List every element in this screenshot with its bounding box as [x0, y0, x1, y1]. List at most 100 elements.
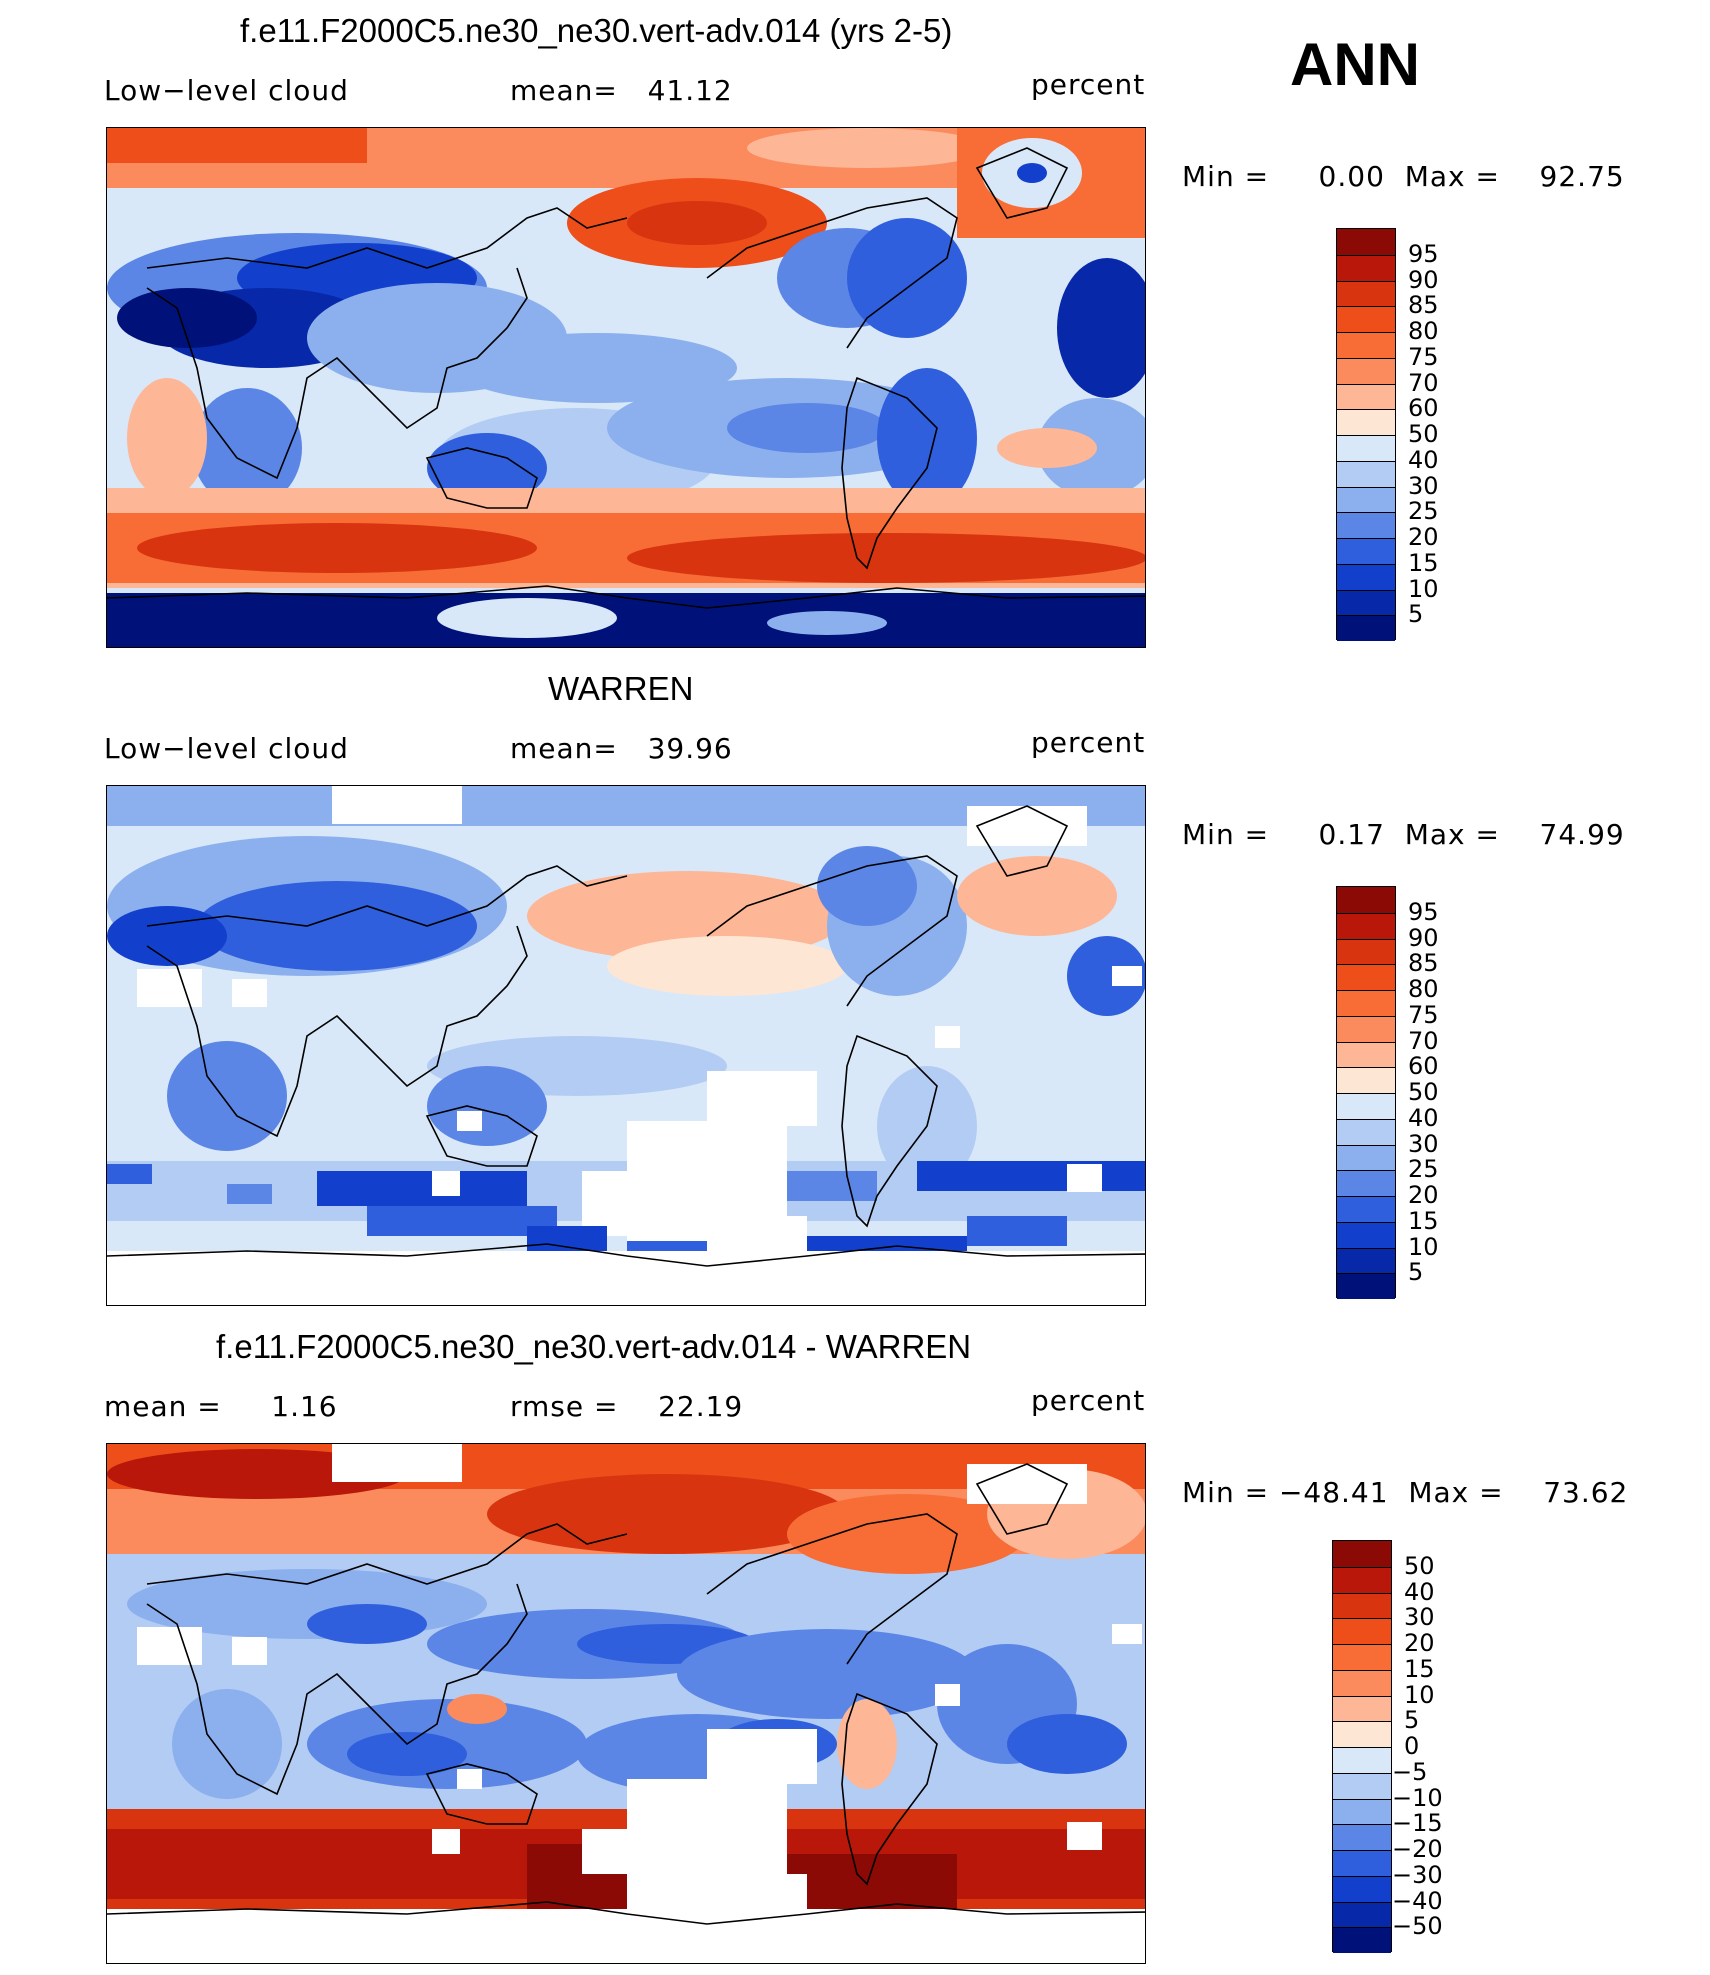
colorbar-tick-label: 15 — [1408, 548, 1439, 577]
colorbar-tick-label: −50 — [1392, 1912, 1443, 1941]
colorbar-swatch — [1333, 1798, 1391, 1825]
colorbar-swatch — [1337, 1015, 1395, 1042]
colorbar-swatch — [1337, 280, 1395, 307]
colorbar-swatch — [1337, 1221, 1395, 1248]
colorbar-3-swatches — [1333, 1541, 1391, 1953]
colorbar-swatch — [1333, 1772, 1391, 1799]
colorbar-swatch — [1333, 1901, 1391, 1928]
panel1-mean-label: mean= 41.12 — [510, 74, 733, 107]
colorbar-tick-label: 60 — [1408, 394, 1439, 423]
colorbar-1-swatches — [1337, 229, 1395, 641]
colorbar-swatch — [1337, 332, 1395, 358]
panel2-map — [106, 785, 1146, 1306]
panel1-left-label: Low−level cloud — [104, 74, 349, 107]
colorbar-swatch — [1333, 1850, 1391, 1876]
colorbar-swatch — [1333, 1695, 1391, 1722]
panel3-mean-label: mean = 1.16 — [104, 1390, 338, 1423]
colorbar-tick-label: 60 — [1408, 1052, 1439, 1081]
season-label: ANN — [1290, 31, 1420, 98]
colorbar-swatch — [1337, 938, 1395, 965]
colorbar-swatch — [1333, 1721, 1391, 1747]
colorbar-swatch — [1333, 1824, 1391, 1850]
colorbar-tick-label: 20 — [1404, 1629, 1435, 1657]
colorbar-swatch — [1337, 254, 1395, 281]
colorbar-tick-label: 20 — [1408, 1181, 1439, 1209]
colorbar-tick-label: 50 — [1404, 1551, 1435, 1580]
colorbar-swatch — [1337, 435, 1395, 461]
panel1-units-label: percent — [1031, 68, 1146, 101]
panel3-rmse-label: rmse = 22.19 — [510, 1390, 744, 1423]
colorbar-tick-label: 85 — [1408, 949, 1439, 978]
colorbar-tick-label: 95 — [1408, 897, 1439, 926]
colorbar-swatch — [1337, 1273, 1395, 1299]
colorbar-tick-label: 15 — [1404, 1654, 1435, 1683]
colorbar-tick-label: 30 — [1404, 1603, 1435, 1632]
panel2-left-label: Low−level cloud — [104, 732, 349, 765]
colorbar-swatch — [1333, 1747, 1391, 1773]
panel1-minmax: Min = 0.00 Max = 92.75 — [1182, 160, 1625, 193]
colorbar-swatch — [1337, 563, 1395, 590]
panel1-map — [106, 127, 1146, 648]
colorbar-swatch — [1337, 306, 1395, 332]
colorbar-swatch — [1337, 1247, 1395, 1274]
panel2-title: WARREN — [548, 670, 694, 707]
colorbar-tick-label: 75 — [1408, 342, 1439, 371]
colorbar-tick-label: 30 — [1408, 1129, 1439, 1158]
colorbar-2-swatches — [1337, 887, 1395, 1299]
colorbar-swatch — [1337, 589, 1395, 616]
colorbar-swatch — [1337, 512, 1395, 538]
colorbar-tick-label: 5 — [1408, 600, 1424, 629]
colorbar-swatch — [1337, 1041, 1395, 1068]
colorbar-swatch — [1333, 1669, 1391, 1696]
panel3-map-svg — [107, 1444, 1145, 1963]
colorbar-tick-label: 10 — [1408, 1232, 1439, 1261]
colorbar-swatch — [1333, 1566, 1391, 1593]
colorbar-swatch — [1337, 486, 1395, 513]
panel3-map — [106, 1443, 1146, 1964]
colorbar-swatch — [1337, 409, 1395, 435]
colorbar-tick-label: 40 — [1408, 445, 1439, 474]
colorbar-tick-label: −30 — [1392, 1860, 1443, 1889]
colorbar-tick-label: −20 — [1392, 1835, 1443, 1863]
colorbar-swatch — [1333, 1592, 1391, 1619]
panel1-map-svg — [107, 128, 1145, 647]
panel2-minmax: Min = 0.17 Max = 74.99 — [1182, 818, 1625, 851]
colorbar-tick-label: 10 — [1408, 574, 1439, 603]
colorbar-tick-label: 80 — [1408, 975, 1439, 1003]
colorbar-swatch — [1337, 383, 1395, 410]
colorbar-tick-label: 15 — [1408, 1206, 1439, 1235]
colorbar-swatch — [1337, 357, 1395, 384]
colorbar-tick-label: −40 — [1392, 1886, 1443, 1915]
panel3-title: f.e11.F2000C5.ne30_ne30.vert-adv.014 - W… — [216, 1328, 972, 1365]
colorbar-swatch — [1337, 538, 1395, 564]
colorbar-swatch — [1337, 1118, 1395, 1145]
colorbar-tick-label: 30 — [1408, 471, 1439, 500]
colorbar-tick-label: 40 — [1404, 1577, 1435, 1606]
colorbar-tick-label: 80 — [1408, 317, 1439, 345]
colorbar-swatch — [1333, 1644, 1391, 1670]
panel2-units-label: percent — [1031, 726, 1146, 759]
colorbar-swatch — [1333, 1927, 1391, 1953]
colorbar-tick-label: 0 — [1404, 1732, 1420, 1760]
colorbar-1 — [1336, 228, 1396, 641]
colorbar-swatch — [1333, 1875, 1391, 1902]
colorbar-swatch — [1337, 990, 1395, 1016]
colorbar-tick-label: 50 — [1408, 420, 1439, 448]
colorbar-tick-label: 20 — [1408, 523, 1439, 551]
colorbar-tick-label: 75 — [1408, 1000, 1439, 1029]
colorbar-swatch — [1337, 912, 1395, 939]
colorbar-tick-label: −5 — [1392, 1757, 1428, 1786]
colorbar-tick-label: 50 — [1408, 1078, 1439, 1106]
colorbar-tick-label: −10 — [1392, 1783, 1443, 1812]
colorbar-tick-label: 70 — [1408, 368, 1439, 397]
colorbar-tick-label: 5 — [1408, 1258, 1424, 1287]
colorbar-swatch — [1337, 229, 1395, 255]
colorbar-3 — [1332, 1540, 1392, 1953]
colorbar-tick-label: 5 — [1404, 1706, 1420, 1735]
colorbar-swatch — [1337, 1170, 1395, 1196]
colorbar-swatch — [1333, 1541, 1391, 1567]
colorbar-swatch — [1333, 1618, 1391, 1644]
colorbar-swatch — [1337, 1144, 1395, 1171]
colorbar-swatch — [1337, 1196, 1395, 1222]
colorbar-tick-label: 85 — [1408, 291, 1439, 320]
